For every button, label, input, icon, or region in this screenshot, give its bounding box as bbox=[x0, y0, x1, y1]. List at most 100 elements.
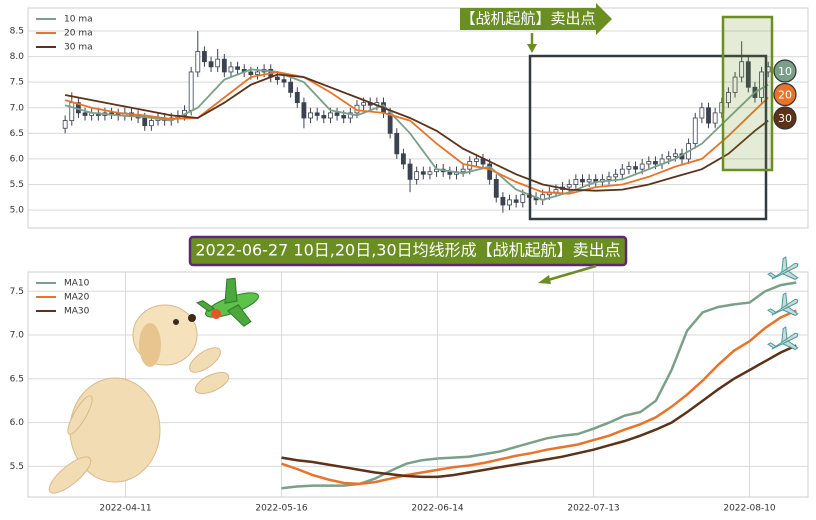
candle-body bbox=[62, 120, 68, 129]
candle-body bbox=[288, 81, 294, 93]
candle-body bbox=[493, 178, 499, 198]
dog-tail bbox=[67, 395, 93, 435]
candle-body bbox=[706, 107, 711, 124]
candle-body bbox=[248, 71, 254, 75]
candle-body bbox=[606, 176, 612, 180]
y-tick-label: 7.5 bbox=[10, 287, 24, 297]
candle-body bbox=[235, 66, 240, 70]
y-tick-label: 6.0 bbox=[10, 418, 25, 428]
candle-body bbox=[712, 112, 718, 124]
y-tick-label: 7.5 bbox=[10, 78, 24, 88]
dog-eye bbox=[173, 319, 179, 325]
x-tick-label: 2022-07-13 bbox=[567, 504, 619, 514]
dog-illustration bbox=[48, 304, 230, 494]
legend-label: 20 ma bbox=[64, 29, 93, 39]
candle-body bbox=[487, 163, 493, 180]
candle-body bbox=[692, 117, 698, 144]
candle-body bbox=[301, 102, 307, 119]
ma-badge bbox=[773, 59, 797, 83]
candle-body bbox=[553, 189, 559, 193]
y-tick-label: 7.0 bbox=[10, 331, 25, 341]
candle-body bbox=[274, 76, 280, 81]
ma-line bbox=[64, 73, 769, 192]
candle-body bbox=[255, 71, 260, 75]
pointer-head bbox=[527, 44, 537, 53]
candle-body bbox=[334, 112, 340, 116]
legend-label: 30 ma bbox=[64, 43, 93, 53]
candle-body bbox=[460, 168, 466, 173]
candle-body bbox=[341, 115, 347, 119]
x-tick-label: 2022-04-11 bbox=[99, 504, 151, 514]
candle-body bbox=[759, 71, 764, 98]
y-tick-label: 7.0 bbox=[10, 103, 25, 113]
dog-nose bbox=[188, 314, 196, 322]
candle-body bbox=[573, 178, 579, 185]
ma-badge-label: 20 bbox=[778, 89, 792, 102]
candle-body bbox=[500, 196, 506, 206]
dog-paw bbox=[189, 347, 221, 373]
annotation-arrow bbox=[460, 3, 612, 35]
ma-line bbox=[281, 344, 797, 479]
candle-body bbox=[82, 112, 88, 116]
y-tick-label: 6.5 bbox=[10, 129, 24, 139]
candle-body bbox=[195, 51, 201, 73]
candle-body bbox=[314, 112, 320, 116]
banner-title: 2022-06-27 10日,20日,30日均线形成【战机起航】卖出点 bbox=[195, 241, 620, 260]
candle-body bbox=[732, 76, 738, 93]
candle-body bbox=[361, 102, 367, 106]
candle-body bbox=[414, 171, 420, 180]
candle-body bbox=[520, 194, 526, 203]
candle-body bbox=[726, 92, 731, 104]
candle-body bbox=[646, 161, 652, 165]
y-tick-label: 5.0 bbox=[10, 206, 25, 216]
candle-body bbox=[507, 199, 512, 206]
signal-box bbox=[528, 54, 768, 221]
candle-body bbox=[188, 71, 194, 111]
bottom-frame bbox=[27, 271, 809, 498]
candle-body bbox=[294, 92, 300, 104]
candle-body bbox=[626, 166, 632, 170]
candle-body bbox=[653, 161, 658, 165]
candle-body bbox=[228, 66, 234, 73]
overlay-layer: 【战机起航】卖出点 2022-06-27 10日,20日,30日均线形成【战机起… bbox=[10, 3, 809, 514]
candle-body bbox=[633, 166, 638, 170]
x-tick-label: 2022-06-14 bbox=[411, 504, 464, 514]
candle-body bbox=[407, 163, 413, 180]
candle-body bbox=[666, 155, 672, 160]
banner-arrow bbox=[547, 264, 597, 282]
candle-body bbox=[208, 61, 214, 68]
ma-badge bbox=[773, 82, 797, 107]
candle-body bbox=[745, 61, 751, 88]
ma-line bbox=[64, 68, 769, 201]
candle-body bbox=[580, 178, 585, 183]
ma-line bbox=[281, 309, 797, 486]
candle-body bbox=[321, 115, 327, 119]
y-tick-label: 6.5 bbox=[10, 374, 24, 384]
ma-badge bbox=[773, 106, 797, 130]
candle-body bbox=[281, 79, 287, 83]
candle-body bbox=[221, 58, 227, 73]
candle-body bbox=[699, 107, 705, 119]
ma-badge-label: 10 bbox=[778, 65, 792, 78]
ma-badge-label: 30 bbox=[778, 112, 792, 125]
y-tick-label: 5.5 bbox=[10, 462, 24, 472]
dog-paw bbox=[194, 371, 230, 395]
breakout-box bbox=[721, 15, 774, 172]
candle-body bbox=[613, 173, 619, 178]
ma-line bbox=[281, 281, 797, 490]
candle-body bbox=[347, 112, 353, 119]
legend-label: MA10 bbox=[64, 279, 90, 289]
candle-body bbox=[328, 112, 333, 119]
candle-body bbox=[566, 184, 572, 188]
ma-line bbox=[64, 71, 769, 195]
banner-box bbox=[188, 235, 628, 267]
legend-label: MA30 bbox=[64, 307, 90, 317]
candle-body bbox=[586, 178, 592, 183]
y-tick-label: 5.5 bbox=[10, 180, 24, 190]
legend-label: 10 ma bbox=[64, 15, 93, 25]
y-tick-label: 6.0 bbox=[10, 154, 25, 164]
toy-plane bbox=[196, 277, 259, 327]
top-frame bbox=[27, 7, 809, 229]
candle-body bbox=[739, 61, 745, 78]
